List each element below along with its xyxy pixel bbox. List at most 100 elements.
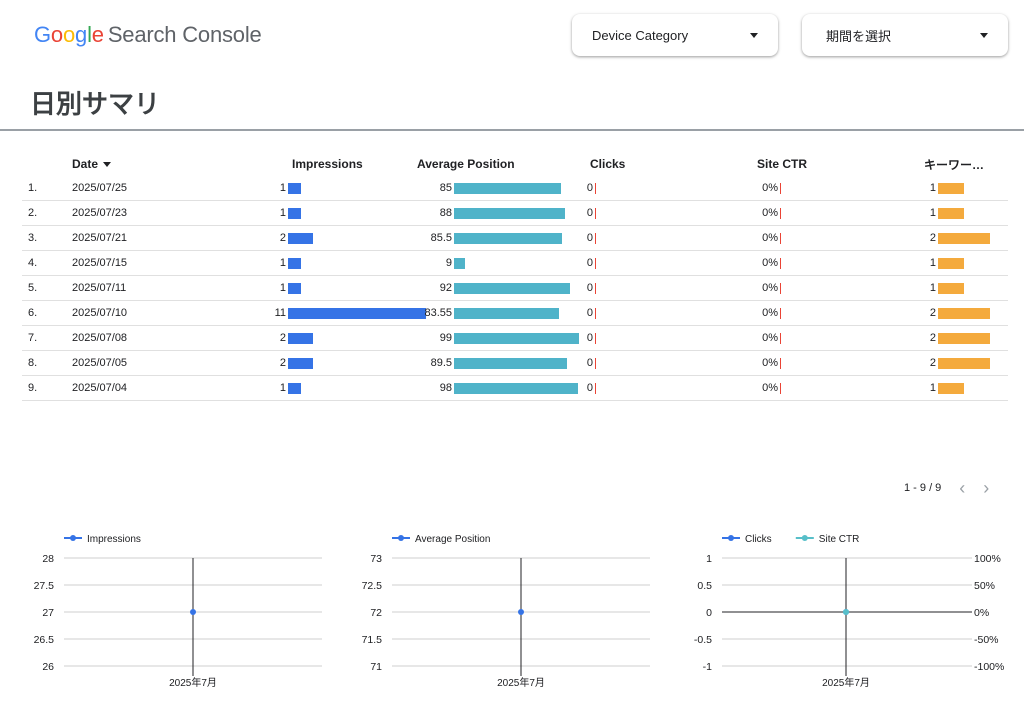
row-date-cell: 2025/07/15 [72, 250, 198, 276]
pagination-range: 1 - 9 / 9 [904, 482, 942, 494]
row-index: 7. [28, 332, 38, 344]
clicks-cell: 0 [538, 176, 710, 201]
impressions-bar [288, 307, 426, 319]
y-tick-label: 71.5 [362, 634, 383, 646]
clicks-ctr-chart-svg: Clicks Site CTR 1 100% 0.5 50% 0 0% -0.5 -50% -1 -1… [694, 534, 1004, 689]
table-row[interactable]: 2. 2025/07/23 1 88 0 0% 1 [22, 200, 1008, 226]
y2-tick-label: 0% [974, 607, 989, 619]
table-row[interactable]: 3. 2025/07/21 2 85.5 0 0% 2 [22, 225, 1008, 251]
keywords-value: 1 [929, 257, 936, 270]
table-row[interactable]: 6. 2025/07/10 11 83.55 0 0% 2 [22, 300, 1008, 326]
data-point [843, 609, 849, 615]
impressions-cell: 2 [198, 325, 368, 351]
clicks-cell: 0 [538, 275, 710, 301]
keywords-cell: 1 [880, 200, 1008, 226]
impressions-bar [288, 207, 301, 219]
clicks-value: 0 [586, 232, 593, 245]
ctr-column-header[interactable]: Site CTR [757, 157, 808, 171]
chevron-left-icon[interactable]: ‹ [959, 478, 966, 498]
clicks-column-header[interactable]: Clicks [590, 157, 626, 171]
position-value: 85.5 [430, 232, 452, 245]
keywords-bar [938, 232, 990, 244]
table-row[interactable]: 5. 2025/07/11 1 92 0 0% 1 [22, 275, 1008, 301]
row-date-cell: 2025/07/11 [72, 275, 198, 301]
table-row[interactable]: 8. 2025/07/05 2 89.5 0 0% 2 [22, 350, 1008, 376]
row-date: 2025/07/10 [72, 307, 128, 319]
row-index-cell: 4. [22, 250, 72, 276]
legend-label: Site CTR [819, 534, 860, 545]
clicks-cell: 0 [538, 325, 710, 351]
keywords-bar [938, 257, 964, 269]
position-cell: 83.55 [368, 300, 559, 326]
period-dropdown[interactable]: 期間を選択 [802, 14, 1008, 56]
keywords-cell: 1 [880, 275, 1008, 301]
position-bar [454, 332, 579, 344]
table-row[interactable]: 4. 2025/07/15 1 9 0 0% 1 [22, 250, 1008, 276]
impressions-bar [288, 282, 301, 294]
caret-down-icon [980, 32, 988, 38]
position-cell: 99 [368, 325, 579, 351]
keywords-bar [938, 357, 990, 369]
legend-dot [398, 535, 404, 541]
table-row[interactable]: 7. 2025/07/08 2 99 0 0% 2 [22, 325, 1008, 351]
sort-desc-icon [103, 162, 112, 168]
y-tick-label: 27 [42, 607, 54, 619]
legend-dot [70, 535, 76, 541]
ctr-bar [780, 207, 781, 219]
row-index-cell: 7. [22, 325, 72, 351]
ctr-value: 0% [762, 382, 778, 395]
position-value: 89.5 [430, 357, 452, 370]
keywords-cell: 2 [880, 300, 1008, 326]
ctr-cell: 0% [710, 200, 880, 226]
clicks-value: 0 [586, 382, 593, 395]
row-date-cell: 2025/07/25 [72, 176, 198, 201]
clicks-cell: 0 [538, 350, 710, 376]
table-header-row: Date Impressions Average Position Clicks… [22, 152, 1008, 176]
impressions-bar [288, 357, 313, 369]
position-column-header[interactable]: Average Position [417, 157, 515, 171]
ctr-value: 0% [762, 207, 778, 220]
keywords-bar [938, 182, 964, 194]
position-value: 92 [439, 282, 452, 295]
impressions-cell: 2 [198, 350, 368, 376]
impressions-cell: 1 [198, 176, 368, 201]
keywords-value: 2 [929, 232, 936, 245]
impressions-chart: Impressions 28 27.5 27 26.5 26 2025年7月 [22, 528, 332, 693]
clicks-cell: 0 [538, 200, 710, 226]
impressions-cell: 1 [198, 275, 368, 301]
logo-letter: o [62, 22, 76, 47]
row-date: 2025/07/21 [72, 232, 128, 244]
row-index: 5. [28, 282, 38, 294]
table-row[interactable]: 1. 2025/07/25 1 85 0 0% 1 [22, 176, 1008, 201]
impressions-value: 1 [279, 207, 286, 220]
row-index: 6. [28, 307, 38, 319]
table-row[interactable]: 9. 2025/07/04 1 98 0 0% 1 [22, 375, 1008, 401]
ctr-bar [780, 282, 781, 294]
position-value: 83.55 [424, 307, 452, 320]
date-column-header[interactable]: Date [72, 152, 198, 176]
keywords-value: 2 [929, 332, 936, 345]
impressions-cell: 1 [198, 200, 368, 226]
y2-tick-label: -50% [974, 634, 999, 646]
keywords-column-header[interactable]: キーワー… [924, 157, 985, 172]
impressions-value: 2 [279, 232, 286, 245]
impressions-column-header[interactable]: Impressions [292, 157, 363, 171]
device-category-dropdown[interactable]: Device Category [572, 14, 778, 56]
keywords-value: 2 [929, 307, 936, 320]
y2-tick-label: 50% [974, 580, 995, 592]
impressions-bar [288, 332, 313, 344]
pagination: 1 - 9 / 9 ‹ › [904, 478, 990, 498]
position-cell: 88 [368, 200, 565, 226]
row-date: 2025/07/11 [72, 282, 127, 294]
chevron-right-icon[interactable]: › [983, 478, 990, 498]
position-bar [454, 207, 565, 219]
row-date: 2025/07/05 [72, 357, 128, 369]
row-index: 9. [28, 382, 38, 394]
clicks-bar [595, 332, 596, 344]
row-date-cell: 2025/07/21 [72, 225, 198, 251]
ctr-bar [780, 382, 781, 394]
ctr-value: 0% [762, 257, 778, 270]
row-date-cell: 2025/07/23 [72, 200, 198, 226]
row-date-cell: 2025/07/10 [72, 300, 198, 326]
legend-label: Impressions [87, 534, 141, 545]
